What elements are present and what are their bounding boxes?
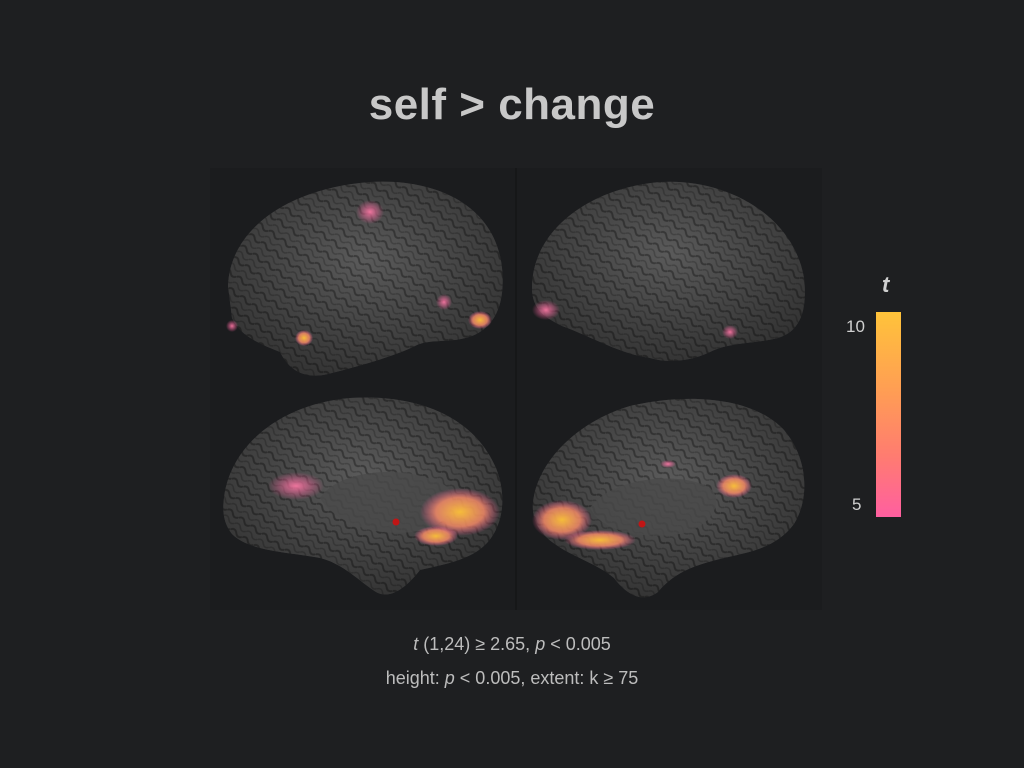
activation-blob [532,500,592,540]
brain-left-medial [223,397,503,595]
activation-blob [356,200,384,224]
p-value-symbol: p [444,668,455,688]
activation-blob [564,530,636,550]
colorbar-label: t [882,272,890,297]
t-statistic-symbol: t [413,634,419,654]
activation-blob [295,330,313,346]
activation-blob [722,325,738,339]
brain-render-panel [210,168,822,610]
activation-blob [468,311,492,329]
figure-title: self > change [368,80,656,129]
activation-blob [660,460,676,468]
height-prefix: height: [385,668,440,688]
activation-blob [716,474,752,498]
brain-left-lateral [226,181,503,376]
extent-text: < 0.005, extent: k ≥ 75 [459,668,639,688]
p-threshold-text: < 0.005 [550,634,611,654]
p-value-symbol: p [535,634,546,654]
degrees-of-freedom-text: (1,24) ≥ 2.65, [423,634,531,654]
threshold-caption: t (1,24) ≥ 2.65, p < 0.005 [0,634,1024,655]
brain-right-lateral [532,181,805,361]
activation-blob [420,488,500,536]
activation-blob [532,300,560,320]
colorbar-max-label: 10 [846,317,865,336]
brain-right-medial [532,398,805,598]
correction-caption: height: p < 0.005, extent: k ≥ 75 [0,668,1024,689]
activation-blob [226,320,238,332]
colorbar [876,312,901,517]
activation-blob [414,526,458,546]
activation-blob [268,472,324,500]
seed-marker [638,520,646,528]
activation-blob [436,294,452,310]
seed-marker [392,518,400,526]
colorbar-min-label: 5 [852,495,862,514]
